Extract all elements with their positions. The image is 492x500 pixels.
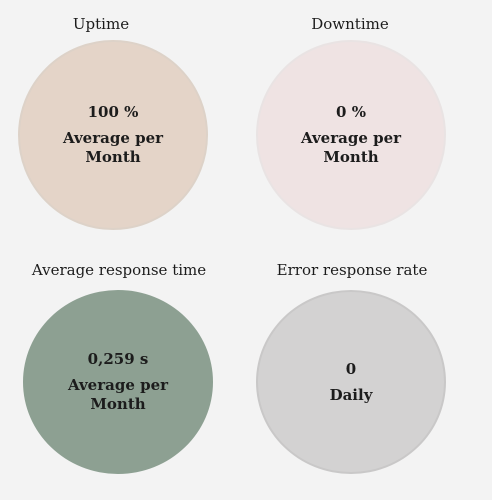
- downtime-title: Downtime: [311, 15, 389, 33]
- uptime-title: Uptime: [72, 15, 130, 33]
- error-rate-caption: Daily: [329, 385, 373, 404]
- downtime-caption: Average per Month: [300, 129, 402, 166]
- downtime-circle: 0 % Average per Month: [256, 40, 446, 230]
- error-rate-title: Error response rate: [276, 261, 428, 279]
- error-rate-circle: 0 Daily: [256, 290, 446, 474]
- uptime-caption: Average per Month: [62, 129, 164, 166]
- response-time-title: Average response time: [31, 261, 207, 279]
- response-time-value: 0,259 s: [87, 350, 149, 368]
- downtime-value: 0 %: [336, 103, 366, 121]
- uptime-value: 100 %: [87, 103, 139, 121]
- response-time-circle: 0,259 s Average per Month: [23, 290, 213, 474]
- uptime-circle: 100 % Average per Month: [18, 40, 208, 230]
- response-time-caption: Average per Month: [67, 376, 169, 413]
- error-rate-value: 0: [345, 359, 357, 378]
